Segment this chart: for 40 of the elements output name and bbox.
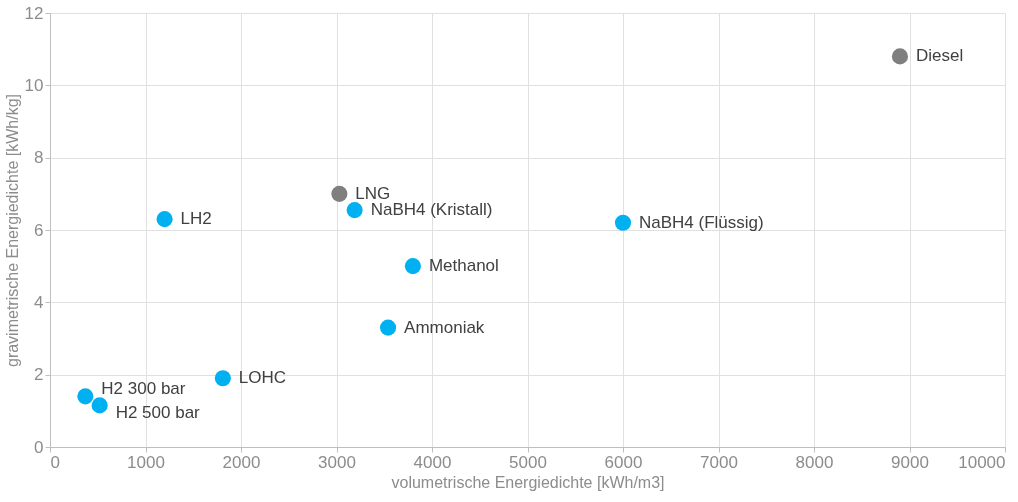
x-tick-label: 10000 bbox=[958, 452, 1006, 472]
x-tick-label: 9000 bbox=[891, 452, 929, 472]
annotation: LOHC bbox=[238, 368, 287, 388]
x-axis-title: volumetrische Energiedichte [kWh/m3] bbox=[391, 473, 665, 491]
point bbox=[91, 397, 108, 414]
x-tick-label: 1000 bbox=[127, 452, 165, 472]
annotation: LH2 bbox=[180, 209, 212, 229]
x-tick-label: 8000 bbox=[795, 452, 834, 472]
point bbox=[891, 48, 909, 65]
y-axis-title: gravimetrische Energiedichte [kWh/kg] bbox=[3, 94, 21, 367]
point bbox=[214, 370, 231, 387]
x-tick-label: 5000 bbox=[509, 452, 547, 472]
y-tick-label: 6 bbox=[34, 220, 44, 240]
annotation: Methanol bbox=[428, 256, 499, 276]
x-tick-label: 2000 bbox=[222, 452, 261, 472]
y-tick-label: 12 bbox=[24, 3, 44, 23]
point bbox=[156, 211, 173, 228]
y-tick-label: 8 bbox=[34, 148, 44, 168]
annotation: NaBH4 (Kristall) bbox=[370, 200, 493, 220]
y-tick-label: 10 bbox=[24, 75, 44, 95]
annotation: NaBH4 (Flüssig) bbox=[639, 212, 764, 232]
x-tick-label: 4000 bbox=[413, 452, 452, 472]
x-tick-label: 7000 bbox=[700, 452, 738, 472]
x-tick-label: 6000 bbox=[604, 452, 643, 472]
annotation: LNG bbox=[355, 183, 391, 203]
annotation: Diesel bbox=[915, 46, 964, 66]
point bbox=[614, 214, 632, 231]
x-tick-label: 3000 bbox=[318, 452, 356, 472]
point bbox=[77, 388, 94, 405]
point bbox=[346, 202, 363, 219]
y-tick-label: 0 bbox=[34, 437, 44, 457]
y-tick-label: 4 bbox=[34, 292, 44, 312]
x-tick-label: 0 bbox=[50, 452, 60, 472]
annotation: H2 300 bar bbox=[101, 379, 186, 399]
point bbox=[380, 319, 397, 336]
point bbox=[404, 258, 421, 275]
annotation: H2 500 bar bbox=[115, 403, 201, 423]
y-tick-label: 2 bbox=[34, 365, 44, 385]
point bbox=[331, 185, 348, 202]
annotation: Ammoniak bbox=[404, 317, 485, 337]
